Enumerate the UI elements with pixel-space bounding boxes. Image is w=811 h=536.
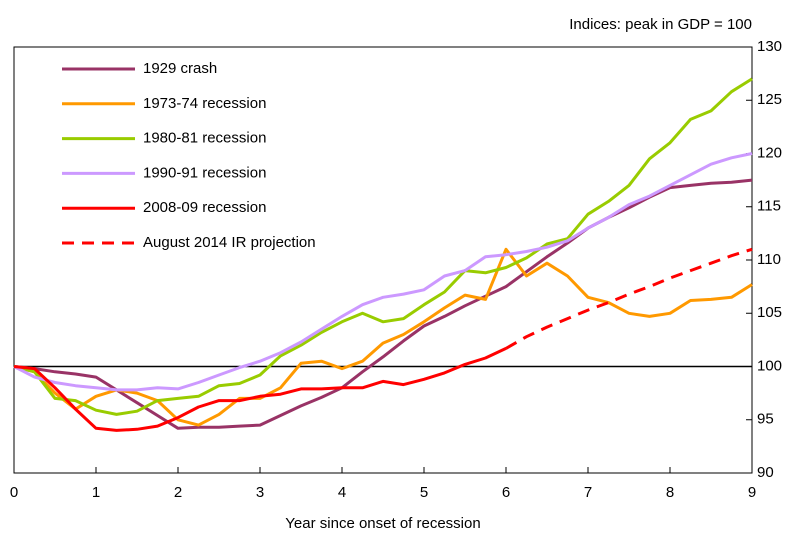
legend-label: 1990-91 recession [143, 164, 266, 181]
y-tick-label: 100 [757, 357, 782, 374]
axis-note: Indices: peak in GDP = 100 [569, 16, 752, 33]
legend-label: 1973-74 recession [143, 95, 266, 112]
y-tick-label: 115 [757, 198, 781, 215]
x-tick-label: 5 [420, 484, 428, 501]
x-tick-label: 3 [256, 484, 264, 501]
x-tick-label: 1 [92, 484, 100, 501]
x-tick-label: 8 [666, 484, 674, 501]
series-line [13, 152, 753, 392]
x-tick-label: 7 [584, 484, 592, 501]
series-line [13, 178, 753, 430]
legend-label: 2008-09 recession [143, 199, 266, 216]
series-line [13, 247, 753, 427]
series-line [13, 347, 507, 432]
x-axis-title: Year since onset of recession [285, 515, 480, 532]
x-tick-label: 9 [748, 484, 756, 501]
legend-label: 1980-81 recession [143, 130, 266, 147]
series-line [505, 247, 753, 350]
y-tick-label: 125 [757, 91, 782, 108]
y-tick-label: 120 [757, 144, 782, 161]
y-tick-label: 90 [757, 464, 774, 481]
y-tick-label: 105 [757, 304, 782, 321]
series-line [13, 77, 753, 416]
y-tick-label: 110 [757, 251, 781, 268]
y-tick-label: 130 [757, 38, 782, 55]
y-tick-label: 95 [757, 411, 774, 428]
x-tick-label: 6 [502, 484, 510, 501]
legend-label: 1929 crash [143, 60, 217, 77]
x-tick-label: 4 [338, 484, 346, 501]
x-tick-label: 0 [10, 484, 18, 501]
x-tick-label: 2 [174, 484, 182, 501]
plot-frame [13, 46, 753, 474]
legend-label: August 2014 IR projection [143, 234, 316, 251]
